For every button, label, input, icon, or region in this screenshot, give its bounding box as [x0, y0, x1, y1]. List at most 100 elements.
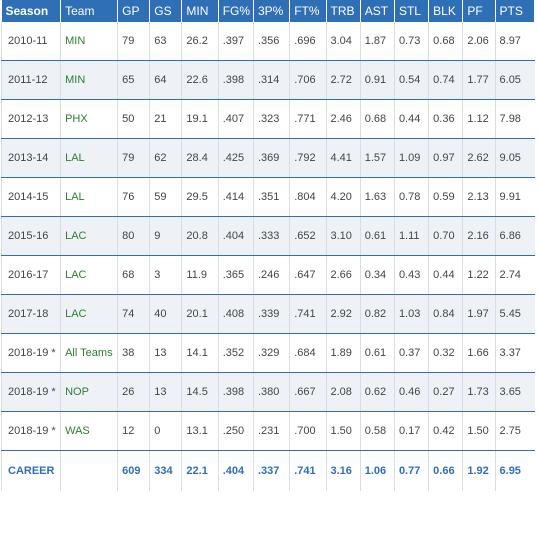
stat-cell: .369: [252, 138, 290, 178]
career-stat-cell: .741: [289, 450, 326, 491]
stat-cell: 29.5: [181, 177, 219, 217]
team-cell[interactable]: All Teams: [60, 333, 118, 373]
stat-cell: 3.04: [325, 22, 361, 61]
column-header-trb[interactable]: TRB: [326, 0, 361, 22]
stat-cell: 3.10: [325, 216, 361, 256]
stat-cell: 0.82: [359, 294, 395, 334]
team-cell[interactable]: LAC: [60, 255, 118, 295]
stat-cell: 0.91: [359, 60, 395, 100]
team-cell[interactable]: MIN: [60, 60, 118, 100]
stat-cell: .425: [217, 138, 254, 178]
stat-cell: 9.05: [494, 138, 535, 178]
column-header-gs[interactable]: GS: [149, 0, 183, 22]
season-cell: 2011-12: [0, 60, 61, 100]
stat-cell: 3.37: [494, 333, 535, 373]
stat-cell: .706: [289, 60, 326, 100]
table-row: 2017-18 LAC 74 40 20.1.408.339.741 2.92 0.82 1.…: [0, 294, 535, 334]
stat-cell: 0.74: [428, 60, 463, 100]
stat-cell: 40: [149, 294, 182, 334]
stat-cell: 9: [149, 216, 182, 256]
team-cell[interactable]: LAC: [60, 216, 118, 256]
stat-cell: .380: [252, 372, 290, 412]
column-header-season[interactable]: Season: [1, 0, 62, 22]
stat-cell: 0.97: [428, 138, 463, 178]
season-cell: 2014-15: [0, 177, 61, 217]
table-row: 2018-19 * All Teams 38 13 14.1.352.329.684 1.…: [0, 333, 535, 373]
stat-cell: 22.6: [181, 60, 219, 100]
stat-cell: 20.1: [181, 294, 219, 334]
table-row: 2015-16 LAC 80 9 20.8.404.333.652 3.10 0.61 1.1…: [0, 216, 535, 256]
stat-cell: 4.41: [325, 138, 361, 178]
season-cell: 2017-18: [0, 294, 61, 334]
column-header-team[interactable]: Team: [60, 0, 119, 22]
stat-cell: 6.86: [494, 216, 535, 256]
stat-cell: 0.62: [359, 372, 395, 412]
column-header-ast[interactable]: AST: [360, 0, 395, 22]
season-cell: 2018-19 *: [0, 372, 61, 412]
stat-cell: 0.46: [393, 372, 429, 412]
team-cell[interactable]: PHX: [60, 99, 118, 139]
column-header-min[interactable]: MIN: [181, 0, 219, 22]
stat-cell: 13: [149, 372, 182, 412]
career-stat-cell: 22.1: [181, 450, 219, 491]
stat-cell: 6.05: [494, 60, 535, 100]
stat-cell: 38: [117, 333, 150, 373]
stat-cell: 26.2: [181, 22, 219, 61]
team-cell[interactable]: LAC: [60, 294, 118, 334]
stat-cell: 20.8: [181, 216, 219, 256]
stat-cell: 4.20: [325, 177, 361, 217]
career-stat-cell: 609: [117, 450, 150, 491]
season-cell: 2015-16: [0, 216, 61, 256]
column-header-pf[interactable]: PF: [462, 0, 496, 22]
career-stat-cell: 0.77: [393, 450, 429, 491]
stat-cell: 0: [149, 411, 182, 451]
season-cell: 2012-13: [0, 99, 61, 139]
stat-cell: 64: [149, 60, 182, 100]
stat-cell: 11.9: [181, 255, 219, 295]
stat-cell: 2.92: [325, 294, 361, 334]
stat-cell: .250: [217, 411, 254, 451]
stat-cell: 1.77: [462, 60, 496, 100]
column-header-gp[interactable]: GP: [117, 0, 151, 22]
stat-cell: 0.42: [428, 411, 463, 451]
stat-cell: 79: [117, 22, 150, 61]
stat-cell: .408: [217, 294, 254, 334]
column-header-stl[interactable]: STL: [394, 0, 430, 22]
stat-cell: 2.74: [494, 255, 535, 295]
stat-cell: .398: [217, 60, 254, 100]
stat-cell: 1.12: [462, 99, 496, 139]
season-cell: 2018-19 *: [0, 411, 61, 451]
stat-cell: .741: [289, 294, 326, 334]
column-header-3p[interactable]: 3P%: [253, 0, 291, 22]
stat-cell: 1.03: [393, 294, 429, 334]
stat-cell: 0.43: [393, 255, 429, 295]
column-header-blk[interactable]: BLK: [428, 0, 464, 22]
career-row: CAREER 609 334 22.1.404.337.741 3.16 1.06 0.77…: [0, 450, 535, 491]
team-cell[interactable]: LAL: [60, 177, 118, 217]
team-cell[interactable]: NOP: [60, 372, 118, 412]
team-cell[interactable]: LAL: [60, 138, 118, 178]
stat-cell: .339: [252, 294, 290, 334]
stat-cell: .246: [252, 255, 290, 295]
team-cell[interactable]: MIN: [60, 22, 118, 61]
stat-cell: 1.57: [359, 138, 395, 178]
team-cell[interactable]: WAS: [60, 411, 118, 451]
column-header-ft[interactable]: FT%: [289, 0, 327, 22]
stat-cell: .771: [289, 99, 326, 139]
stat-cell: 62: [149, 138, 182, 178]
stat-cell: 3.65: [494, 372, 535, 412]
career-label: CAREER: [0, 450, 61, 491]
stat-cell: 0.44: [428, 255, 463, 295]
column-header-fg[interactable]: FG%: [218, 0, 254, 22]
stat-cell: 0.84: [428, 294, 463, 334]
season-cell: 2013-14: [0, 138, 61, 178]
stat-cell: 2.75: [494, 411, 535, 451]
stat-cell: .398: [217, 372, 254, 412]
column-header-pts[interactable]: PTS: [495, 0, 536, 22]
stat-cell: 0.70: [428, 216, 463, 256]
stat-cell: 0.59: [428, 177, 463, 217]
stat-cell: 12: [117, 411, 150, 451]
stat-cell: 5.45: [494, 294, 535, 334]
stat-cell: 0.44: [393, 99, 429, 139]
stat-cell: .414: [217, 177, 254, 217]
